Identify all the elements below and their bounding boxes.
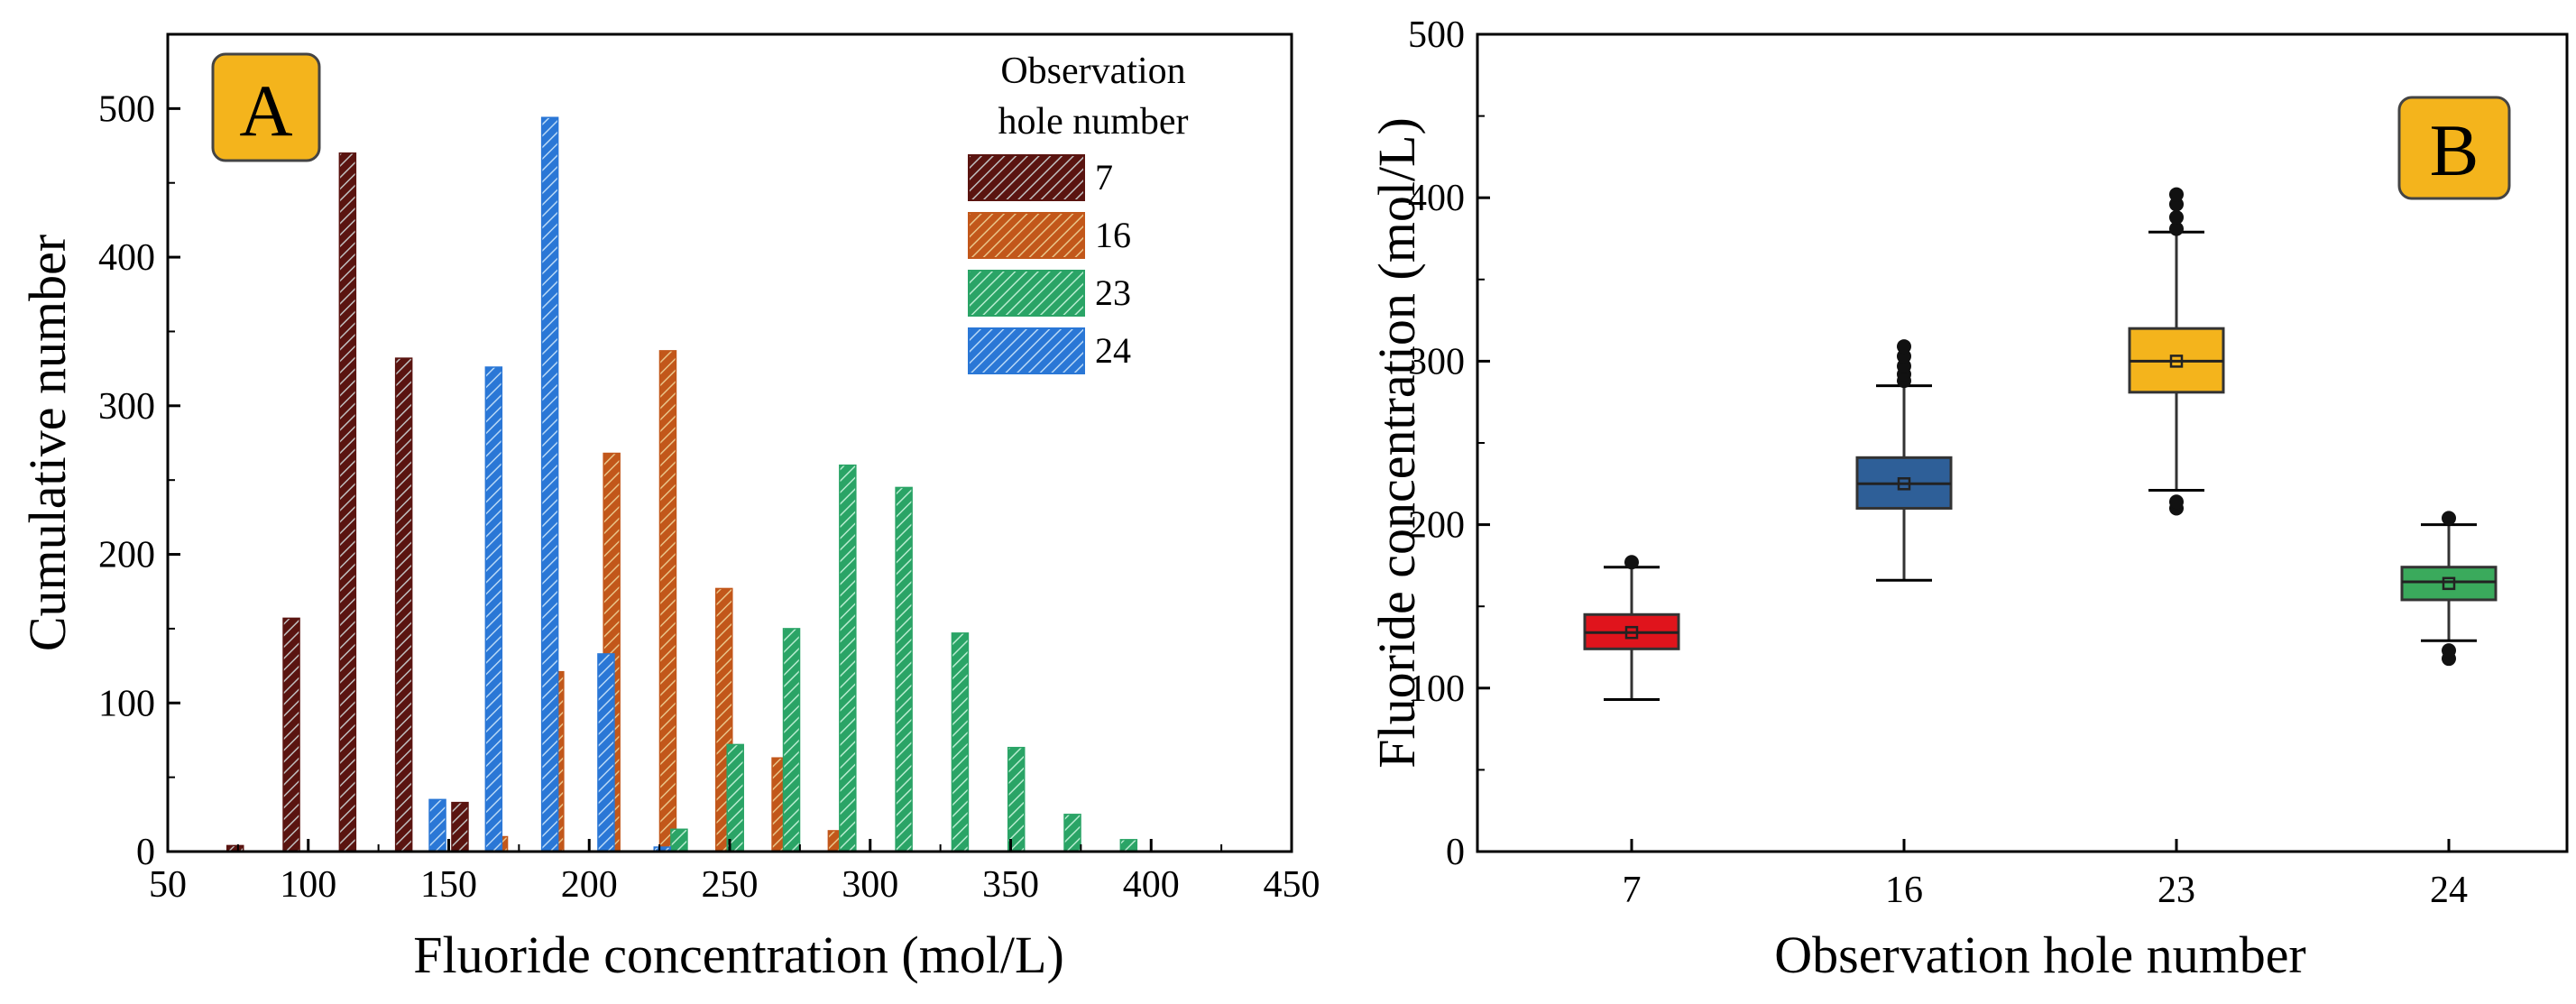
legend-swatch-23 [968,270,1085,317]
x-tick-label: 23 [2157,870,2195,911]
x-tick-label: 16 [1885,870,1923,911]
y-tick-label: 500 [1408,14,1465,56]
x-tick-label: 400 [1123,864,1180,906]
y-tick-label: 0 [136,832,155,873]
bar-hole-24-x200 [597,653,615,852]
outlier-point [2442,643,2456,659]
panel-b-badge-box [2397,96,2511,200]
mean-marker [1897,477,1911,491]
panel-b-x-axis-title: Observation hole number [1774,926,2306,984]
bar-hole-7-x160 [451,801,469,852]
outlier-point [1624,555,1639,570]
bar-hole-23-x370 [1063,814,1081,852]
panel-a-x-axis-title: Fluoride concentration (mol/L) [413,926,1064,984]
outlier-point [2169,209,2184,225]
panel-a-y-ticks: 0 100 200 300 400 500 [98,33,180,873]
y-tick-label: 0 [1446,832,1465,873]
legend-label-24: 24 [1095,330,1131,371]
outlier-point [2442,511,2456,526]
outlier-point [2169,221,2184,236]
y-tick-label: 400 [98,237,155,279]
x-tick-label: 200 [561,864,618,906]
panel-b-letter: B [2430,109,2479,191]
outlier-point [2169,187,2184,202]
y-tick-label: 200 [98,535,155,576]
mean-marker [2169,355,2184,368]
bar-hole-24-x180 [540,116,559,852]
outlier-point [2169,494,2184,510]
y-tick-label: 300 [1408,341,1465,382]
y-tick-label: 300 [98,386,155,428]
y-tick-label: 100 [1408,668,1465,710]
legend-title-line-2: hole number [998,101,1188,143]
bar-hole-24-x160 [484,366,503,852]
box-hole-23 [2128,187,2225,516]
x-tick-label: 350 [982,864,1039,906]
bar-hole-23-x250 [726,743,744,852]
y-tick-label: 500 [98,88,155,130]
box-hole-16 [1855,339,1953,582]
panel-b-x-ticks: 7 16 23 24 [1623,839,2468,911]
x-tick-label: 50 [149,864,187,906]
x-tick-label: 300 [842,864,898,906]
box-body [2400,566,2498,602]
panel-a-badge-box [211,52,321,162]
bar-hole-23-x390 [1119,839,1138,852]
x-tick-label: 24 [2430,870,2468,911]
legend-label-7: 7 [1095,157,1113,198]
panel-a-x-ticks: 50 100 150 200 250 300 350 400 450 [149,839,1320,906]
bar-hole-7-x140 [394,357,413,852]
bar-hole-23-x270 [782,628,801,852]
box-plots [1583,187,2498,701]
panel-a-letter: A [239,69,292,152]
x-tick-label: 250 [702,864,759,906]
legend-label-16: 16 [1095,215,1131,255]
histogram-bars [226,116,1138,852]
bar-hole-23-x230 [670,828,688,852]
y-tick-label: 200 [1408,505,1465,547]
x-tick-label: 7 [1623,870,1642,911]
bar-hole-23-x310 [895,486,913,852]
outlier-point [1897,339,1911,355]
bar-hole-23-x350 [1007,746,1026,852]
panel-a-letter-badge: A [211,52,321,162]
panel-a-histogram: 50 100 150 200 250 300 350 400 450 0 100 200 300 400… [18,32,1320,984]
box-hole-24 [2400,511,2498,667]
legend-swatch-24 [968,327,1085,374]
panel-b-y-ticks: 0 100 200 300 400 500 [1408,14,1490,873]
legend-swatch-16 [968,212,1085,259]
legend: Observation hole number 7 16 23 24 [968,51,1189,374]
panel-b-letter-badge: B [2397,96,2511,200]
bar-hole-7-x100 [282,617,300,852]
x-tick-label: 150 [420,864,477,906]
legend-swatch-7 [968,154,1085,201]
panel-b-boxplot: 0 100 200 300 400 500 7 16 23 24 Observation hol… [1367,14,2569,984]
panel-b-y-axis-title: Fluoride concentration (mol/L) [1367,117,1426,769]
legend-title-line-1: Observation [1000,51,1185,92]
mean-marker [2442,576,2456,591]
y-tick-label: 400 [1408,178,1465,219]
bar-hole-24-x140 [428,798,446,852]
panel-a-y-axis-title: Cumulative number [18,235,77,651]
x-tick-label: 450 [1264,864,1320,906]
x-tick-label: 100 [280,864,336,906]
box-hole-7 [1583,555,1680,701]
legend-label-23: 23 [1095,272,1131,313]
mean-marker [1624,625,1639,640]
bar-hole-16-x230 [658,350,677,852]
bar-hole-23-x330 [951,632,970,852]
bar-hole-23-x290 [839,464,857,852]
bar-hole-7-x120 [338,152,357,852]
y-tick-label: 100 [98,683,155,724]
